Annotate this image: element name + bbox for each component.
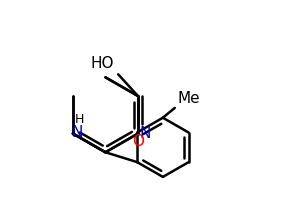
Text: N: N bbox=[72, 125, 83, 140]
Text: H: H bbox=[75, 113, 84, 126]
Text: Me: Me bbox=[178, 91, 200, 106]
Text: N: N bbox=[139, 126, 150, 141]
Text: HO: HO bbox=[91, 56, 114, 71]
Text: O: O bbox=[132, 134, 144, 148]
